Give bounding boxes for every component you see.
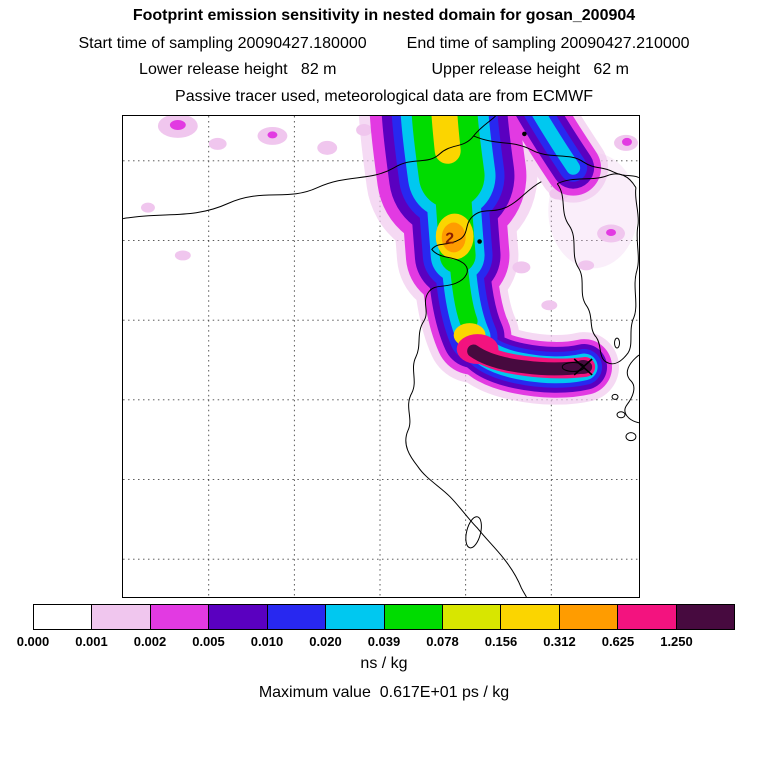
sampling-end-text: End time of sampling 20090427.210000 <box>406 35 690 52</box>
colorbar-segment <box>92 605 151 629</box>
colorbar-segment <box>326 605 385 629</box>
colorbar-ticks: 0.000 0.001 0.002 0.005 0.010 0.020 0.039 0.078… <box>0 634 768 650</box>
plot-title: Footprint emission sensitivity in nested… <box>132 7 636 24</box>
ellipse-shape <box>267 131 278 139</box>
ellipse-shape <box>140 202 155 213</box>
island-small-4 <box>614 337 621 349</box>
island-small-1 <box>616 411 626 419</box>
coastlines <box>123 116 639 597</box>
colorbar-segment <box>559 605 619 629</box>
colorbar-segment <box>676 605 735 629</box>
china-coast <box>405 181 542 597</box>
colorbar-segment <box>618 605 677 629</box>
ellipse-shape <box>621 137 632 146</box>
lower-release-text: Lower release height 82 m <box>139 61 337 78</box>
ellipse-shape <box>208 137 227 150</box>
sampling-times-line: Start time of sampling 20090427.180000 E… <box>0 35 768 53</box>
ellipse-shape <box>578 260 595 271</box>
colorbar-segment <box>384 605 443 629</box>
annotation-2: 2 <box>445 230 454 247</box>
colorbar-units-label: ns / kg <box>360 655 408 672</box>
colorbar-segment <box>150 605 210 629</box>
island-small-2 <box>625 432 637 442</box>
colorbar-segment <box>267 605 327 629</box>
colorbar-tick: 0.002 <box>133 634 167 649</box>
plume-core-yellow <box>431 116 461 164</box>
ellipse-shape <box>317 140 338 155</box>
station-dot-1 <box>522 131 527 137</box>
ellipse-shape <box>174 250 191 261</box>
tail-dark-core <box>467 344 592 376</box>
colorbar-tick: 0.625 <box>601 634 635 649</box>
station-dot-2 <box>477 239 482 244</box>
ellipse-shape <box>541 300 558 311</box>
colorbar-tick: 0.010 <box>250 634 284 649</box>
tracer-line: Passive tracer used, meteorological data… <box>0 88 768 106</box>
tracer-text: Passive tracer used, meteorological data… <box>175 88 593 105</box>
colorbar-tick: 0.039 <box>367 634 401 649</box>
taiwan-island <box>465 516 482 549</box>
colorbar-segment <box>34 605 93 629</box>
colorbar-segment <box>209 605 268 629</box>
path-shape <box>532 116 581 175</box>
korea-coast <box>556 183 639 365</box>
map-frame: 2 <box>122 115 640 598</box>
north-border-line <box>123 116 496 220</box>
colorbar <box>33 604 735 630</box>
max-value-label: Maximum value 0.617E+01 ps / kg <box>258 684 510 701</box>
colorbar-segment <box>442 605 502 629</box>
island-small-3 <box>611 393 619 400</box>
colorbar-tick: 0.000 <box>16 634 50 649</box>
receptor-x-marker <box>573 358 593 376</box>
map-canvas: 2 <box>123 116 639 597</box>
colorbar-tick: 0.078 <box>426 634 459 649</box>
release-heights-line: Lower release height 82 m Upper release … <box>0 61 768 79</box>
hotspot-orange <box>441 222 466 253</box>
colorbar-tick: 1.250 <box>660 634 693 649</box>
sampling-start-text: Start time of sampling 20090427.180000 <box>78 35 367 52</box>
colorbar-segment <box>501 605 560 629</box>
ellipse-shape <box>169 119 186 130</box>
japan-coast <box>624 354 639 424</box>
upper-release-text: Upper release height 62 m <box>431 61 629 78</box>
colorbar-tick: 0.001 <box>75 634 108 649</box>
colorbar-tick: 0.005 <box>192 634 225 649</box>
colorbar-tick: 0.312 <box>543 634 576 649</box>
ellipse-shape <box>606 229 617 237</box>
colorbar-tick: 0.020 <box>309 634 342 649</box>
colorbar-tick: 0.156 <box>484 634 518 649</box>
korea-north-line <box>557 173 637 188</box>
